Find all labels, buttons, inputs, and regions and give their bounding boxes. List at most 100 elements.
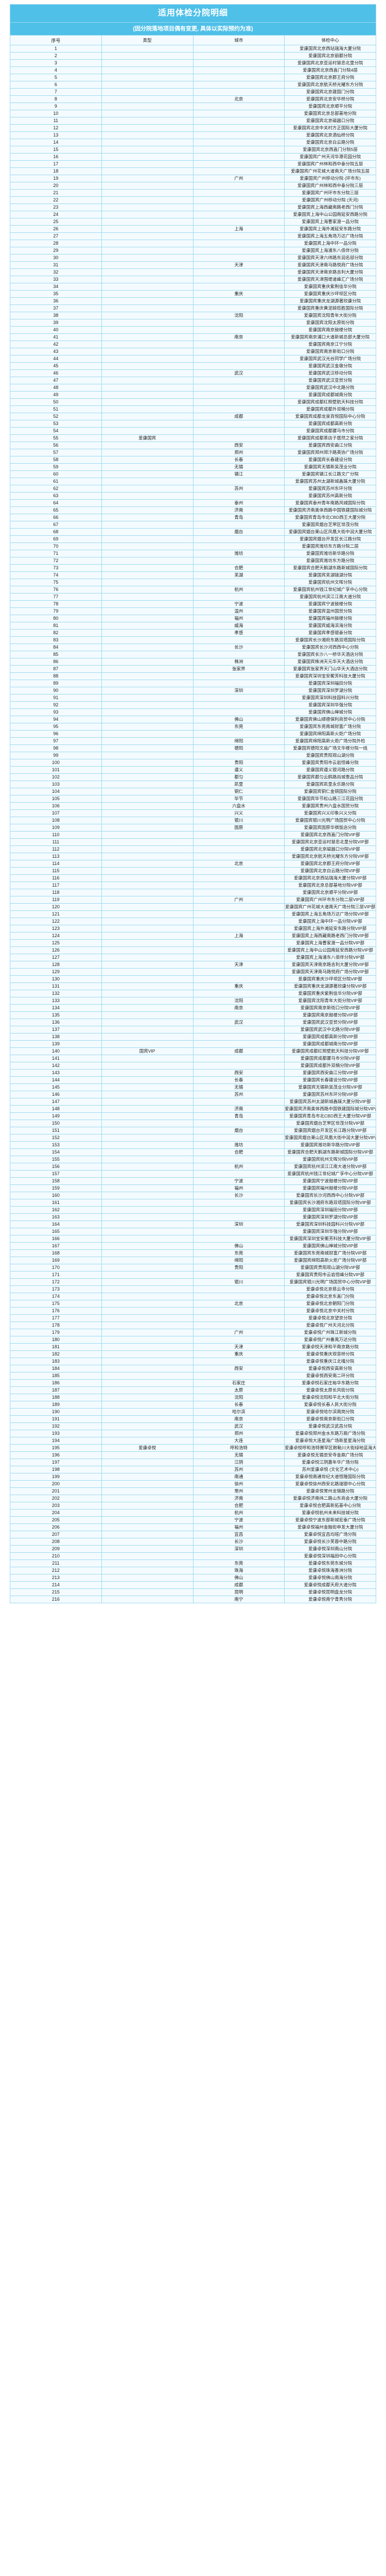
cell-city bbox=[192, 535, 285, 543]
cell-city bbox=[192, 1040, 285, 1048]
cell-index: 59 bbox=[10, 463, 102, 471]
cell-type bbox=[101, 1307, 194, 1315]
table-row: 153 潍坊 爱康国宾潍坊新华路分院VIP部 bbox=[10, 1141, 376, 1149]
table-row: 54 爱康国宾成都骡马市分院 bbox=[10, 427, 376, 435]
table-row: 164 深圳 爱康国宾深圳科技园科兴分院VIP部 bbox=[10, 1221, 376, 1228]
cell-city bbox=[192, 492, 285, 500]
cell-center: 爱康国宾武汉光谷同学广场分院 bbox=[284, 355, 376, 363]
table-row: 17 爱康国宾广州林和西中泰分院五层 bbox=[10, 160, 376, 168]
table-row: 72 爱康国宾潍坊东方路分院 bbox=[10, 557, 376, 565]
table-row: 102 都匀 爱康国宾都匀云鹤路尚城壹品分院 bbox=[10, 773, 376, 781]
cell-index: 172 bbox=[10, 1278, 102, 1286]
cell-city bbox=[192, 672, 285, 680]
cell-type bbox=[101, 845, 194, 853]
cell-index: 41 bbox=[10, 333, 102, 341]
table-row: 44 爱康国宾武汉光谷同学广场分院 bbox=[10, 355, 376, 363]
table-row: 50 爱康国宾成都红照壁航天科技分院 bbox=[10, 398, 376, 406]
cell-center: 爱康卓悦杭州未来科技城分院 bbox=[284, 1509, 376, 1517]
cell-index: 110 bbox=[10, 831, 102, 839]
table-row: 101 遵义 爱康国宾遵义银河路分院 bbox=[10, 766, 376, 774]
table-row: 89 爱康国宾深圳福田分院 bbox=[10, 680, 376, 687]
table-row: 216 南宁 爱康卓悦南宁青秀分院 bbox=[10, 1596, 376, 1603]
table-row: 86 株洲 爱康国宾株洲天元华天大酒店分院 bbox=[10, 658, 376, 666]
cell-type bbox=[101, 492, 194, 500]
table-row: 163 爱康国宾深圳罗湖分院VIP部 bbox=[10, 1213, 376, 1221]
table-row: 94 佛山 爱康国宾佛山顺德保利商贸中心分院 bbox=[10, 716, 376, 723]
appointment-branch-sheet: 适用体检分院明细 (因分院落地项目偶有变更, 具体以实际预约为准) 序号 类型 … bbox=[0, 4, 386, 1603]
cell-type bbox=[101, 990, 194, 997]
cell-index: 32 bbox=[10, 268, 102, 276]
cell-center: 爱康卓悦宜昌均瑶广场分院 bbox=[284, 1531, 376, 1538]
cell-type bbox=[101, 81, 194, 89]
cell-index: 139 bbox=[10, 1040, 102, 1048]
cell-city: 深圳 bbox=[192, 1221, 285, 1228]
cell-city: 绵阳 bbox=[192, 1257, 285, 1264]
cell-center: 爱康国宾北京总部基地分院 bbox=[284, 110, 376, 117]
cell-index: 160 bbox=[10, 1192, 102, 1199]
cell-type bbox=[101, 1560, 194, 1567]
cell-center: 爱康国宾潍坊新华路分院 bbox=[284, 550, 376, 557]
cell-city: 南京 bbox=[192, 333, 285, 341]
cell-center: 爱康国宾上海五角场万达广场分院VIP部 bbox=[284, 910, 376, 918]
cell-center: 苏州爱康卓悦 (文化艺术中心) bbox=[284, 1466, 376, 1473]
cell-type bbox=[101, 160, 194, 168]
cell-city bbox=[192, 153, 285, 161]
cell-city bbox=[192, 1062, 285, 1070]
cell-center: 爱康国宾广州环市东分院三层 bbox=[284, 189, 376, 197]
cell-index: 188 bbox=[10, 1394, 102, 1401]
table-row: 190 哈尔滨 爱康卓悦哈尔滨南岗分院 bbox=[10, 1408, 376, 1416]
table-row: 215 昆明 爱康卓悦昆明盘龙分院 bbox=[10, 1588, 376, 1596]
table-row: 182 重庆 爱康卓悦重庆观音桥分院 bbox=[10, 1350, 376, 1358]
table-row: 130 爱康国宾重庆沙坪坝区分院VIP部 bbox=[10, 975, 376, 983]
cell-center: 爱康国宾佛山顺德保利商贸中心分院 bbox=[284, 716, 376, 723]
cell-city bbox=[192, 874, 285, 882]
cell-city: 佛山 bbox=[192, 1574, 285, 1582]
table-row: 148 济南 爱康国宾济南奥体西路中国铁建国际城分院VIP部 bbox=[10, 1105, 376, 1113]
table-row: 172 银川 爱康国宾银川光明广场国贸中心分院VIP部 bbox=[10, 1278, 376, 1286]
cell-type bbox=[101, 304, 194, 312]
cell-index: 56 bbox=[10, 442, 102, 449]
table-row: 47 爱康国宾武汉亚贸分院 bbox=[10, 377, 376, 384]
cell-type bbox=[101, 615, 194, 622]
cell-type bbox=[101, 737, 194, 745]
cell-city bbox=[192, 211, 285, 218]
table-row: 200 徐州 爱康卓悦徐州西安北路瑞银中心分院 bbox=[10, 1480, 376, 1488]
cell-city bbox=[192, 680, 285, 687]
cell-center: 爱康卓悦徐州西安北路瑞银中心分院 bbox=[284, 1480, 376, 1488]
cell-type bbox=[101, 1026, 194, 1033]
cell-center: 爱康国宾都匀云鹤路尚城壹品分院 bbox=[284, 773, 376, 781]
cell-center: 爱康国宾绵阳高新火炬广场分院VIP部 bbox=[284, 1257, 376, 1264]
cell-center: 爱康国宾天津南马路悦府广场分院 bbox=[284, 261, 376, 269]
cell-type bbox=[101, 1437, 194, 1445]
cell-type bbox=[101, 362, 194, 370]
table-row: 25 爱康国宾上海曹家渡一品分院 bbox=[10, 218, 376, 226]
table-row: 133 沈阳 爱康国宾沈阳青年大街分院VIP部 bbox=[10, 997, 376, 1005]
cell-index: 173 bbox=[10, 1285, 102, 1293]
table-row: 45 爱康国宾武汉金墩分院 bbox=[10, 362, 376, 370]
cell-type bbox=[101, 103, 194, 110]
cell-city: 合肥 bbox=[192, 1502, 285, 1510]
cell-type bbox=[101, 1567, 194, 1574]
cell-center: 爱康国宾孝感银泰分院 bbox=[284, 629, 376, 637]
cell-city bbox=[192, 420, 285, 428]
cell-city: 北京 bbox=[192, 860, 285, 868]
cell-index: 90 bbox=[10, 687, 102, 694]
cell-type: 爱康卓悦 bbox=[101, 1444, 194, 1452]
cell-center: 爱康国宾沈阳青年大街分院VIP部 bbox=[284, 997, 376, 1005]
cell-type bbox=[101, 1480, 194, 1488]
cell-city: 沈阳 bbox=[192, 1394, 285, 1401]
table-row: 186 石家庄 爱康卓悦石家庄裕华东路分院 bbox=[10, 1379, 376, 1387]
cell-index: 163 bbox=[10, 1213, 102, 1221]
cell-center: 爱康国宾北京建国门分院 bbox=[284, 88, 376, 96]
cell-center: 爱康国宾成都高新分院VIP部 bbox=[284, 1033, 376, 1041]
cell-city: 威海 bbox=[192, 622, 285, 630]
cell-city: 天津 bbox=[192, 961, 285, 969]
table-row: 59 无锡 爱康国宾无锡新吴茂业分院 bbox=[10, 463, 376, 471]
cell-index: 181 bbox=[10, 1343, 102, 1351]
cell-type bbox=[101, 752, 194, 759]
cell-city: 西安 bbox=[192, 1069, 285, 1077]
table-row: 209 深圳 爱康卓悦深圳南山分院 bbox=[10, 1545, 376, 1553]
cell-type bbox=[101, 1062, 194, 1070]
cell-index: 7 bbox=[10, 88, 102, 96]
cell-center: 爱康国宾贵阳观山湖分院 bbox=[284, 752, 376, 759]
